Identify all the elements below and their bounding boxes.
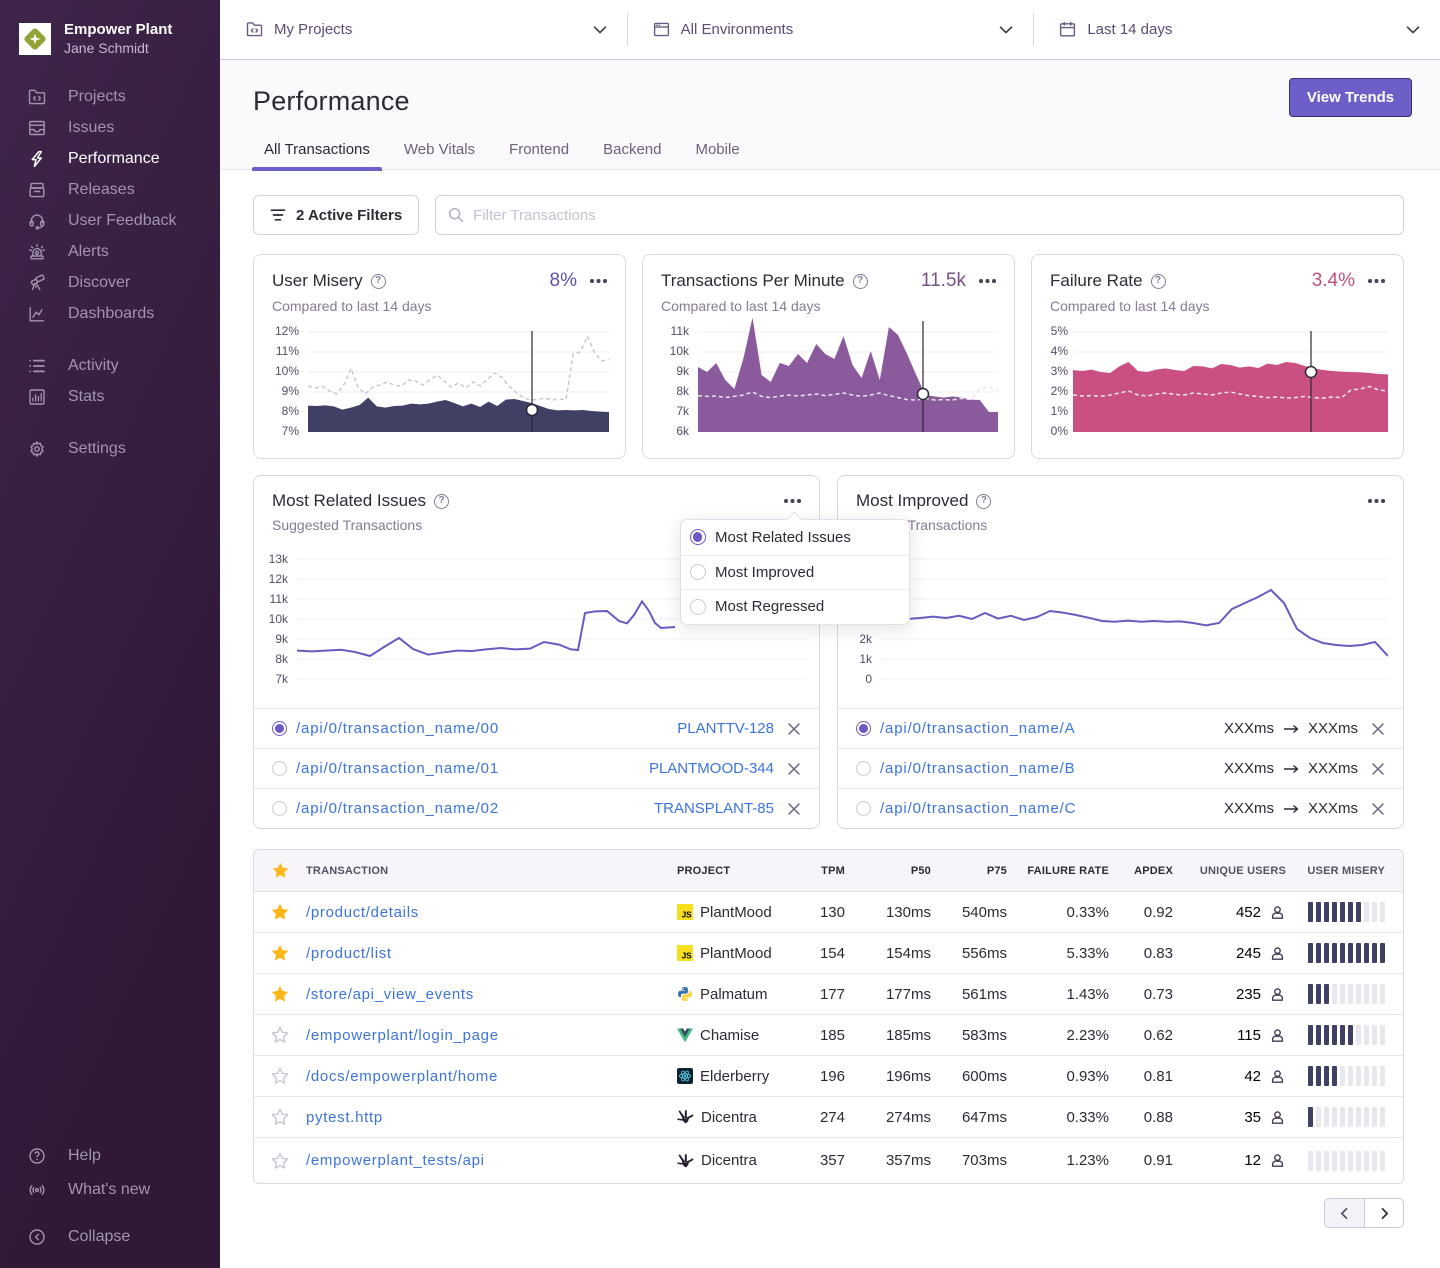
svg-text:JS: JS [682,952,693,961]
svg-text:JS: JS [682,911,693,920]
